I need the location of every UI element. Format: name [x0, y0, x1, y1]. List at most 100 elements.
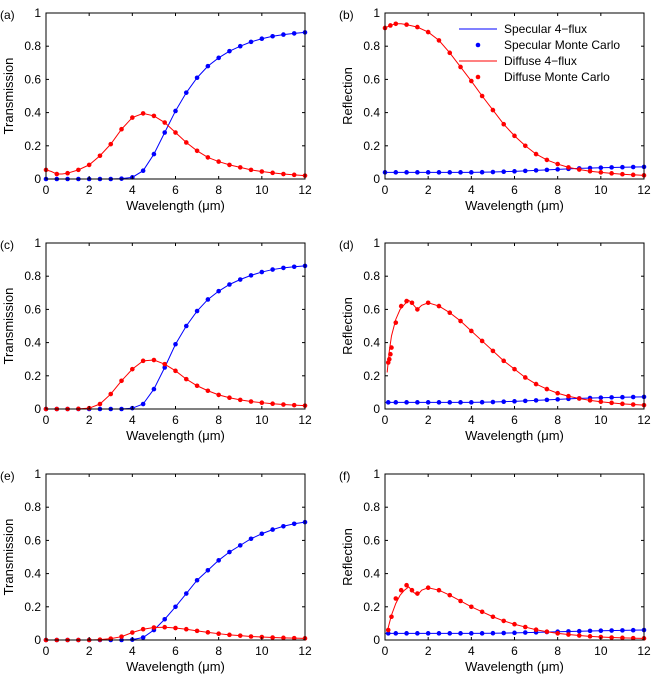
data-point [385, 627, 391, 633]
data-point [130, 630, 135, 635]
data-point [194, 148, 200, 154]
series-diffuse-line [45, 112, 306, 177]
data-point [447, 170, 453, 175]
data-point [490, 630, 496, 636]
data-point [469, 604, 474, 610]
data-point [479, 169, 485, 175]
data-point [387, 356, 392, 362]
data-point [544, 157, 550, 163]
data-point [598, 628, 604, 633]
data-point [259, 36, 265, 42]
data-point [216, 392, 221, 398]
x-axis-label: Wavelength (μm) [465, 659, 564, 674]
panel-c: 0 2 4 6 8 10 12 0 0.2 0.4 0.6 0.8 1 Wavelength (μm) Tr… [0, 236, 312, 443]
x-axis-label: Wavelength (μm) [465, 428, 564, 443]
axes-box [384, 242, 645, 410]
data-point [469, 400, 474, 405]
y-axis-label: Reflection [340, 67, 355, 125]
data-point [409, 300, 415, 306]
legend-marker-swatch [475, 42, 481, 48]
data-point [216, 159, 221, 164]
series-specular-marker [43, 263, 308, 412]
y-tick-label: 0.6 [24, 533, 41, 547]
data-point [404, 582, 409, 588]
data-point [248, 39, 254, 45]
data-point [393, 596, 399, 601]
data-point [522, 168, 528, 174]
data-point [620, 171, 625, 177]
panel-e: 0 2 4 6 8 10 12 0 0.2 0.4 0.6 0.8 1 Wavelength (μm) Tr… [0, 467, 312, 674]
data-point [270, 170, 275, 176]
data-point [119, 634, 124, 639]
data-point [609, 628, 614, 633]
x-tick-label: 12 [637, 644, 651, 658]
series-specular-marker [385, 627, 647, 636]
data-point [216, 631, 221, 636]
x-tick-label: 4 [129, 183, 136, 197]
data-point [140, 111, 146, 116]
x-tick-label: 6 [172, 644, 179, 658]
series-diffuse-marker [43, 357, 308, 412]
data-point [281, 635, 286, 641]
data-point [587, 634, 593, 639]
axes-box [45, 473, 306, 641]
y-tick-label: 1 [373, 236, 380, 250]
series-diffuse-marker [385, 298, 647, 408]
y-tick-label: 0.2 [24, 369, 41, 383]
x-tick-label: 0 [43, 183, 50, 197]
data-point [501, 630, 507, 636]
x-tick-label: 8 [554, 183, 561, 197]
data-point [490, 348, 496, 354]
series-line [46, 359, 306, 410]
data-point [151, 151, 157, 157]
y-tick-label: 0.2 [363, 139, 380, 153]
panel-label: (e) [0, 469, 15, 483]
series-diffuse-marker [43, 111, 308, 178]
data-point [389, 345, 394, 350]
data-point [576, 167, 582, 172]
data-point [173, 341, 178, 347]
y-tick-label: 0.4 [24, 106, 41, 120]
y-tick-label: 0.4 [363, 336, 380, 350]
data-point [533, 627, 539, 633]
data-point [183, 140, 189, 145]
series-line [46, 265, 306, 410]
data-point [291, 172, 297, 178]
legend-entry-label: Specular Monte Carlo [504, 38, 620, 52]
y-axis-label: Reflection [340, 297, 355, 355]
data-point [609, 395, 614, 400]
y-tick-label: 0 [34, 633, 41, 647]
data-point [620, 628, 625, 633]
data-point [281, 402, 286, 407]
data-point [479, 93, 485, 99]
data-point [281, 523, 286, 529]
legend-marker-swatch [475, 74, 481, 80]
data-point [270, 401, 275, 406]
data-point [555, 397, 560, 402]
data-point [522, 630, 528, 635]
panel-label: (b) [339, 8, 354, 22]
data-point [555, 161, 560, 167]
data-point [630, 627, 636, 633]
x-tick-label: 4 [468, 413, 475, 427]
data-point [393, 400, 399, 405]
data-point [259, 531, 265, 537]
data-point [281, 265, 286, 271]
data-point [501, 618, 507, 624]
y-tick-label: 1 [373, 467, 380, 481]
y-tick-label: 0 [373, 172, 380, 186]
data-point [609, 165, 614, 170]
data-point [248, 634, 254, 639]
y-axis-label: Transmission [1, 519, 16, 596]
data-point [162, 120, 168, 125]
data-point [469, 328, 474, 334]
x-tick-label: 8 [554, 413, 561, 427]
y-tick-label: 0.6 [363, 72, 380, 86]
data-point [388, 23, 393, 28]
data-point [140, 168, 146, 173]
legend-entry-label: Specular 4−flux [504, 22, 587, 36]
x-tick-label: 2 [425, 644, 432, 658]
data-point [162, 624, 168, 630]
y-axis-label: Transmission [1, 288, 16, 365]
